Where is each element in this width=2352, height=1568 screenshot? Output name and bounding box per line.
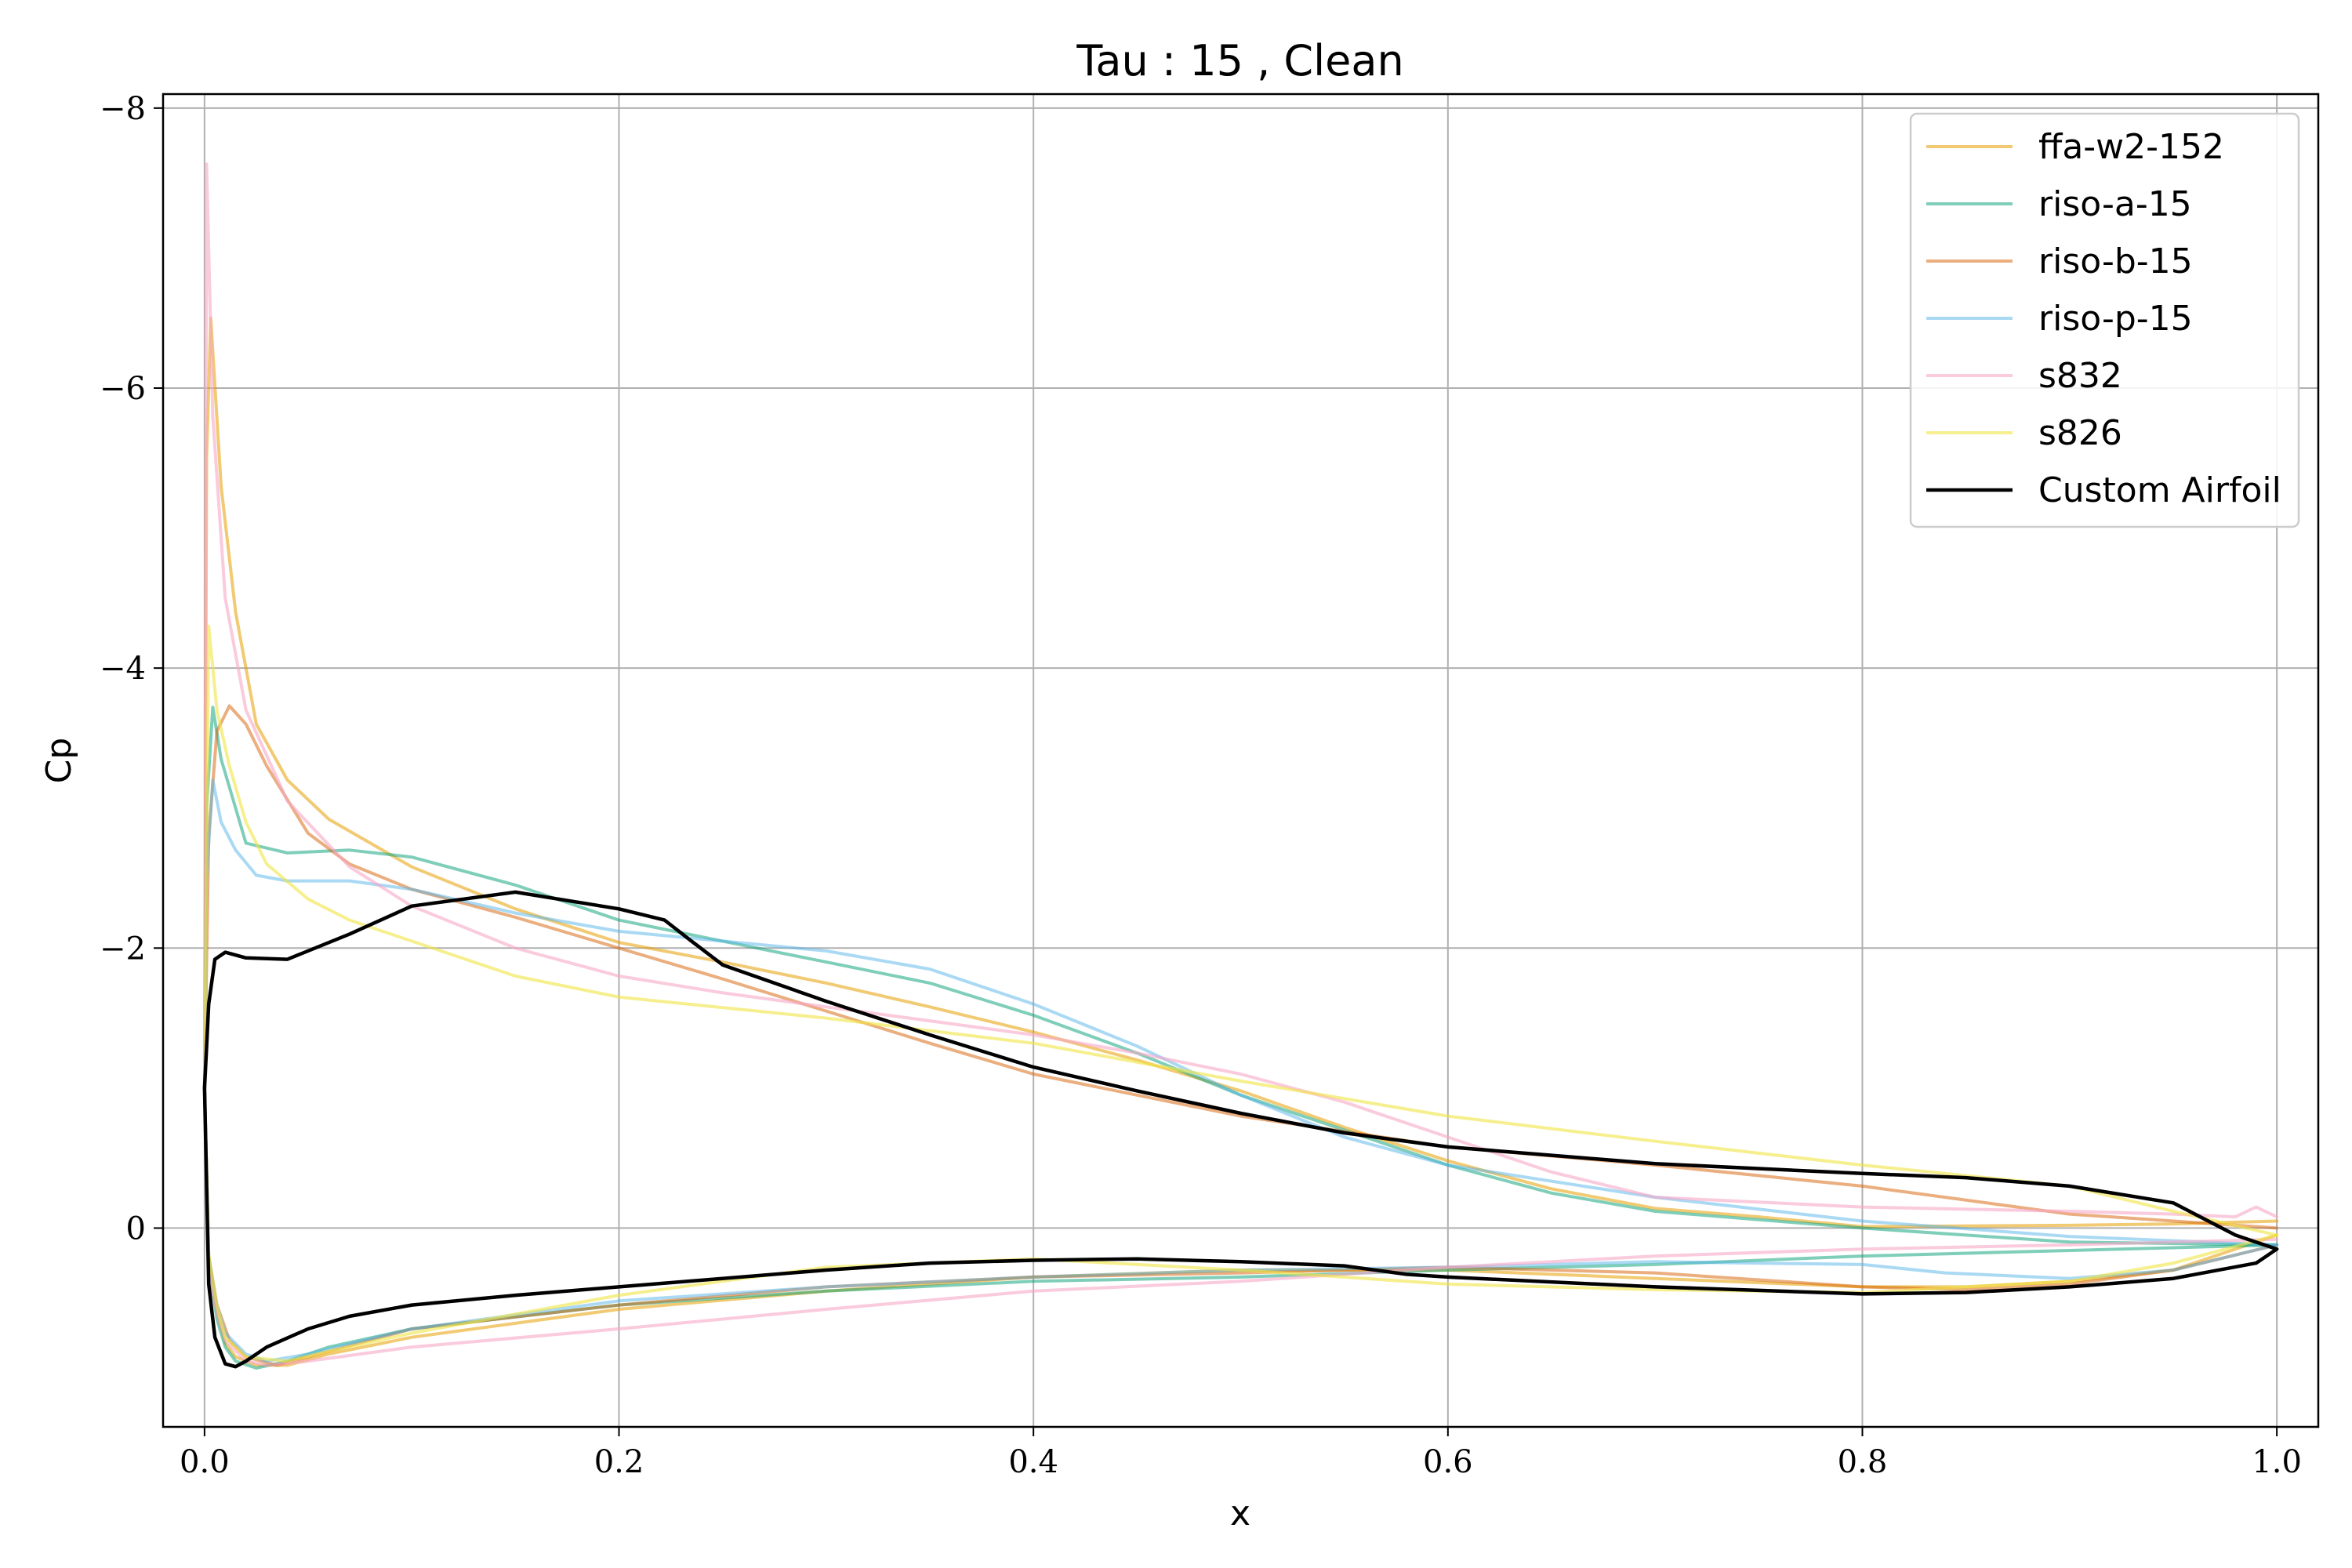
x-axis-label: x xyxy=(1230,1494,1250,1534)
legend-box xyxy=(1909,112,2300,528)
legend-label-riso-p-15: riso-p-15 xyxy=(2038,299,2193,339)
y-tick-label: 0 xyxy=(126,1210,146,1247)
series-line-riso-p-15-upper xyxy=(202,779,2279,1247)
x-tick-label: 0.2 xyxy=(594,1444,644,1480)
legend: ffa-w2-152 riso-a-15 riso-b-15 riso-p-15 s83… xyxy=(1909,112,2300,528)
plot-frame xyxy=(162,93,2320,1428)
series-line-custom-airfoil-upper xyxy=(202,890,2279,1251)
y-tick-label: −8 xyxy=(100,91,146,127)
x-tick-label: 1.0 xyxy=(2252,1444,2302,1480)
series-layer xyxy=(202,162,2279,1370)
series-line-s826-lower xyxy=(202,1086,2279,1363)
legend-label-s826: s826 xyxy=(2038,413,2122,453)
series-line-custom-airfoil-lower xyxy=(202,1086,2279,1369)
x-tick-label: 0.4 xyxy=(1008,1444,1058,1480)
chart-title: Tau : 15 , Clean xyxy=(1076,36,1403,85)
y-axis-label: Cp xyxy=(39,738,79,784)
series-line-riso-a-15-upper xyxy=(202,706,2279,1247)
y-tick-label: −6 xyxy=(100,371,146,407)
x-tick-label: 0.6 xyxy=(1423,1444,1473,1480)
legend-label-ffa-w2-152: ffa-w2-152 xyxy=(2038,127,2224,167)
x-tick-label: 0.0 xyxy=(180,1444,230,1480)
series-line-s826-upper xyxy=(202,624,2279,1237)
y-tick-label: −4 xyxy=(100,651,146,687)
tick-layer: 0.0 0.2 0.4 0.6 0.8 1.0 −8 −6 −4 −2 0 xyxy=(100,91,2302,1480)
y-tick-label: −2 xyxy=(100,931,146,967)
series-line-s832-upper xyxy=(202,162,2279,1219)
legend-label-riso-b-15: riso-b-15 xyxy=(2038,241,2193,281)
series-line-ffa-w2-152-upper xyxy=(202,316,2279,1229)
legend-label-riso-a-15: riso-a-15 xyxy=(2038,184,2192,224)
legend-label-custom-airfoil: Custom Airfoil xyxy=(2038,470,2281,510)
legend-label-s832: s832 xyxy=(2038,356,2122,396)
x-tick-label: 0.8 xyxy=(1838,1444,1888,1480)
